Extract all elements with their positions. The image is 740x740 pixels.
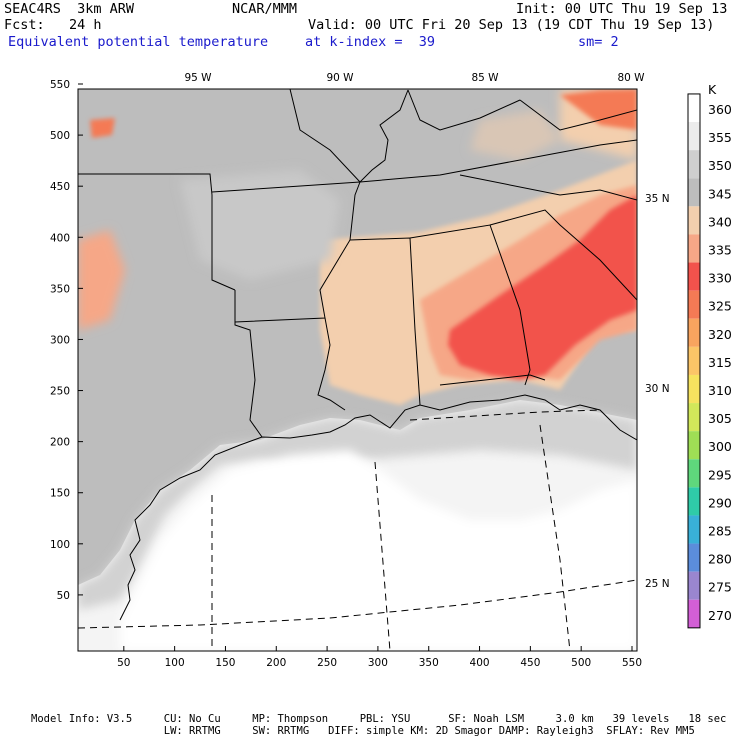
y-tick-label: 250 — [50, 386, 70, 398]
colorbar-swatch — [688, 374, 700, 404]
colorbar-label: 315 — [708, 355, 732, 370]
model-info-line2: LW: RRTMG SW: RRTMG DIFF: simple KM: 2D … — [31, 725, 695, 737]
x-tick-label: 500 — [571, 657, 591, 669]
colorbar: K 360 355 350 345 340 335 330 325 320 315 310 305 30… — [687, 82, 732, 629]
colorbar-label: 350 — [708, 158, 732, 173]
y-tick-label: 300 — [50, 334, 70, 346]
colorbar-swatch — [688, 262, 700, 291]
init-time: Init: 00 UTC Thu 19 Sep 13 — [516, 1, 728, 17]
colorbar-label: 355 — [708, 130, 732, 145]
theta-e-field — [78, 89, 637, 651]
colorbar-label: 345 — [708, 186, 732, 201]
colorbar-label: 300 — [708, 439, 732, 454]
latitude-label: 25 N — [645, 578, 670, 590]
smoothing: sm= 2 — [578, 34, 619, 50]
x-tick-label: 250 — [317, 657, 337, 669]
colorbar-swatch — [688, 122, 700, 151]
colorbar-unit: K — [708, 82, 717, 97]
y-tick-label: 200 — [50, 437, 70, 449]
colorbar-swatch — [688, 150, 700, 179]
colorbar-swatch — [688, 318, 700, 347]
longitude-label: 85 W — [471, 72, 499, 84]
model-info-line1: Model Info: V3.5 CU: No Cu MP: Thompson … — [31, 713, 727, 725]
colorbar-label: 275 — [708, 580, 732, 595]
valid-time: Valid: 00 UTC Fri 20 Sep 13 (19 CDT Thu … — [308, 17, 715, 33]
longitude-label: 95 W — [184, 72, 212, 84]
colorbar-label: 340 — [708, 214, 732, 229]
colorbar-swatch — [688, 571, 700, 600]
y-axis-ticks: 50 100 150 200 250 300 350 400 450 500 550 — [50, 79, 83, 602]
colorbar-label: 285 — [708, 524, 732, 539]
colorbar-label: 290 — [708, 495, 732, 510]
agency-label: NCAR/MMM — [232, 1, 298, 17]
colorbar-label: 325 — [708, 299, 732, 314]
colorbar-swatch — [688, 234, 700, 263]
colorbar-label: 305 — [708, 411, 732, 426]
colorbar-swatch — [688, 346, 700, 375]
colorbar-swatch — [688, 290, 700, 319]
y-tick-label: 150 — [50, 488, 70, 500]
colorbar-swatch — [688, 403, 700, 432]
colorbar-label: 270 — [708, 608, 732, 623]
y-tick-label: 100 — [50, 539, 70, 551]
colorbar-label: 310 — [708, 383, 732, 398]
y-tick-label: 500 — [50, 130, 70, 142]
x-axis-ticks: 50 100 150 200 250 300 350 400 450 500 550 — [117, 646, 642, 669]
colorbar-swatch — [688, 515, 700, 544]
colorbar-label: 280 — [708, 552, 732, 567]
x-tick-label: 300 — [368, 657, 388, 669]
model-run-title: SEAC4RS 3km ARW — [4, 1, 135, 17]
colorbar-label: 335 — [708, 243, 732, 258]
x-tick-label: 200 — [266, 657, 286, 669]
x-tick-label: 100 — [165, 657, 185, 669]
field-name: Equivalent potential temperature — [8, 34, 269, 50]
y-tick-label: 450 — [50, 181, 70, 193]
colorbar-label: 330 — [708, 271, 732, 286]
longitude-label: 80 W — [617, 72, 645, 84]
colorbar-swatch — [688, 487, 700, 516]
x-tick-label: 150 — [215, 657, 235, 669]
dashed-lines — [78, 409, 637, 651]
colorbar-frame — [687, 93, 701, 629]
y-tick-label: 350 — [50, 283, 70, 295]
x-tick-label: 550 — [622, 657, 642, 669]
colorbar-swatch — [688, 178, 700, 207]
longitude-label: 90 W — [326, 72, 354, 84]
x-tick-label: 350 — [419, 657, 439, 669]
colorbar-label: 360 — [708, 102, 732, 117]
political-boundaries — [78, 89, 637, 621]
y-tick-label: 400 — [50, 232, 70, 244]
colorbar-label: 320 — [708, 327, 732, 342]
longitude-labels: 95 W 90 W 85 W 80 W — [184, 72, 645, 84]
y-tick-label: 550 — [50, 79, 70, 91]
colorbar-swatch — [688, 431, 700, 460]
latitude-label: 30 N — [645, 383, 670, 395]
colorbar-swatch — [688, 459, 700, 488]
plot-frame — [77, 88, 638, 652]
x-tick-label: 450 — [520, 657, 540, 669]
x-tick-label: 50 — [117, 657, 130, 669]
colorbar-label: 295 — [708, 467, 732, 482]
level-index: at k-index = 39 — [305, 34, 436, 50]
colorbar-swatch — [688, 599, 700, 628]
colorbar-swatch — [688, 93, 700, 123]
forecast-hour: Fcst: 24 h — [4, 17, 102, 33]
colorbar-swatch — [688, 206, 700, 235]
latitude-labels: 35 N 30 N 25 N — [645, 193, 670, 590]
latitude-label: 35 N — [645, 193, 670, 205]
x-tick-label: 400 — [470, 657, 490, 669]
y-tick-label: 50 — [57, 590, 70, 602]
colorbar-swatch — [688, 543, 700, 572]
